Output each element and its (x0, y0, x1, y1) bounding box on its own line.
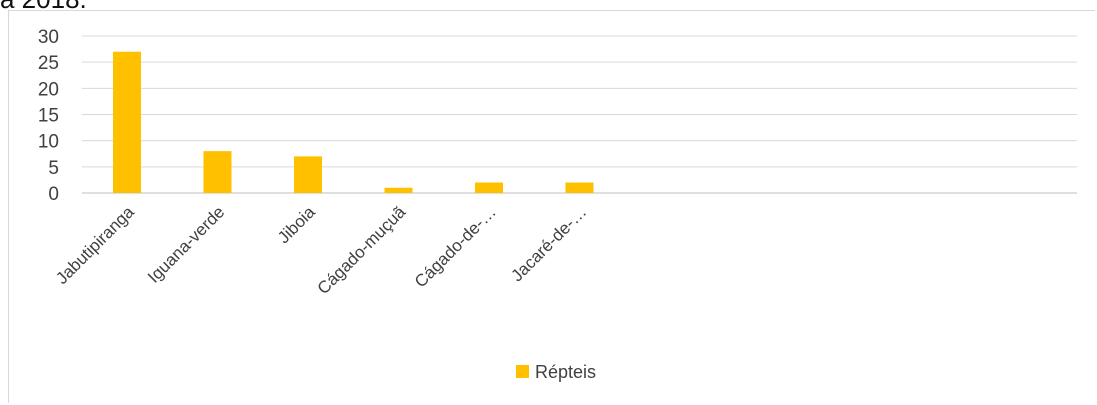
bar (203, 151, 232, 193)
y-tick-label: 10 (38, 132, 59, 153)
x-category-label: Cágado-de-… (411, 202, 500, 291)
bar (475, 182, 503, 193)
x-category-label: Iguana-verde (144, 202, 228, 286)
y-tick-label: 20 (38, 79, 59, 100)
bar (384, 187, 413, 193)
y-tick-label: 5 (48, 158, 59, 179)
x-category-label: Jiboia (274, 202, 319, 247)
y-tick-label: 30 (38, 27, 59, 48)
chart-frame (8, 10, 1095, 403)
x-category-label: Jabutipiranga (52, 202, 138, 288)
bar (113, 51, 141, 194)
y-tick-label: 25 (38, 53, 59, 74)
bar (294, 156, 322, 193)
bar (565, 182, 594, 193)
legend-swatch (516, 365, 529, 378)
x-category-label: Jacaré-de-… (507, 202, 590, 285)
y-tick-label: 0 (48, 184, 59, 205)
legend-label: Répteis (535, 362, 596, 382)
x-category-label: Cágado-muçuã (314, 202, 410, 298)
y-tick-label: 15 (38, 106, 59, 127)
